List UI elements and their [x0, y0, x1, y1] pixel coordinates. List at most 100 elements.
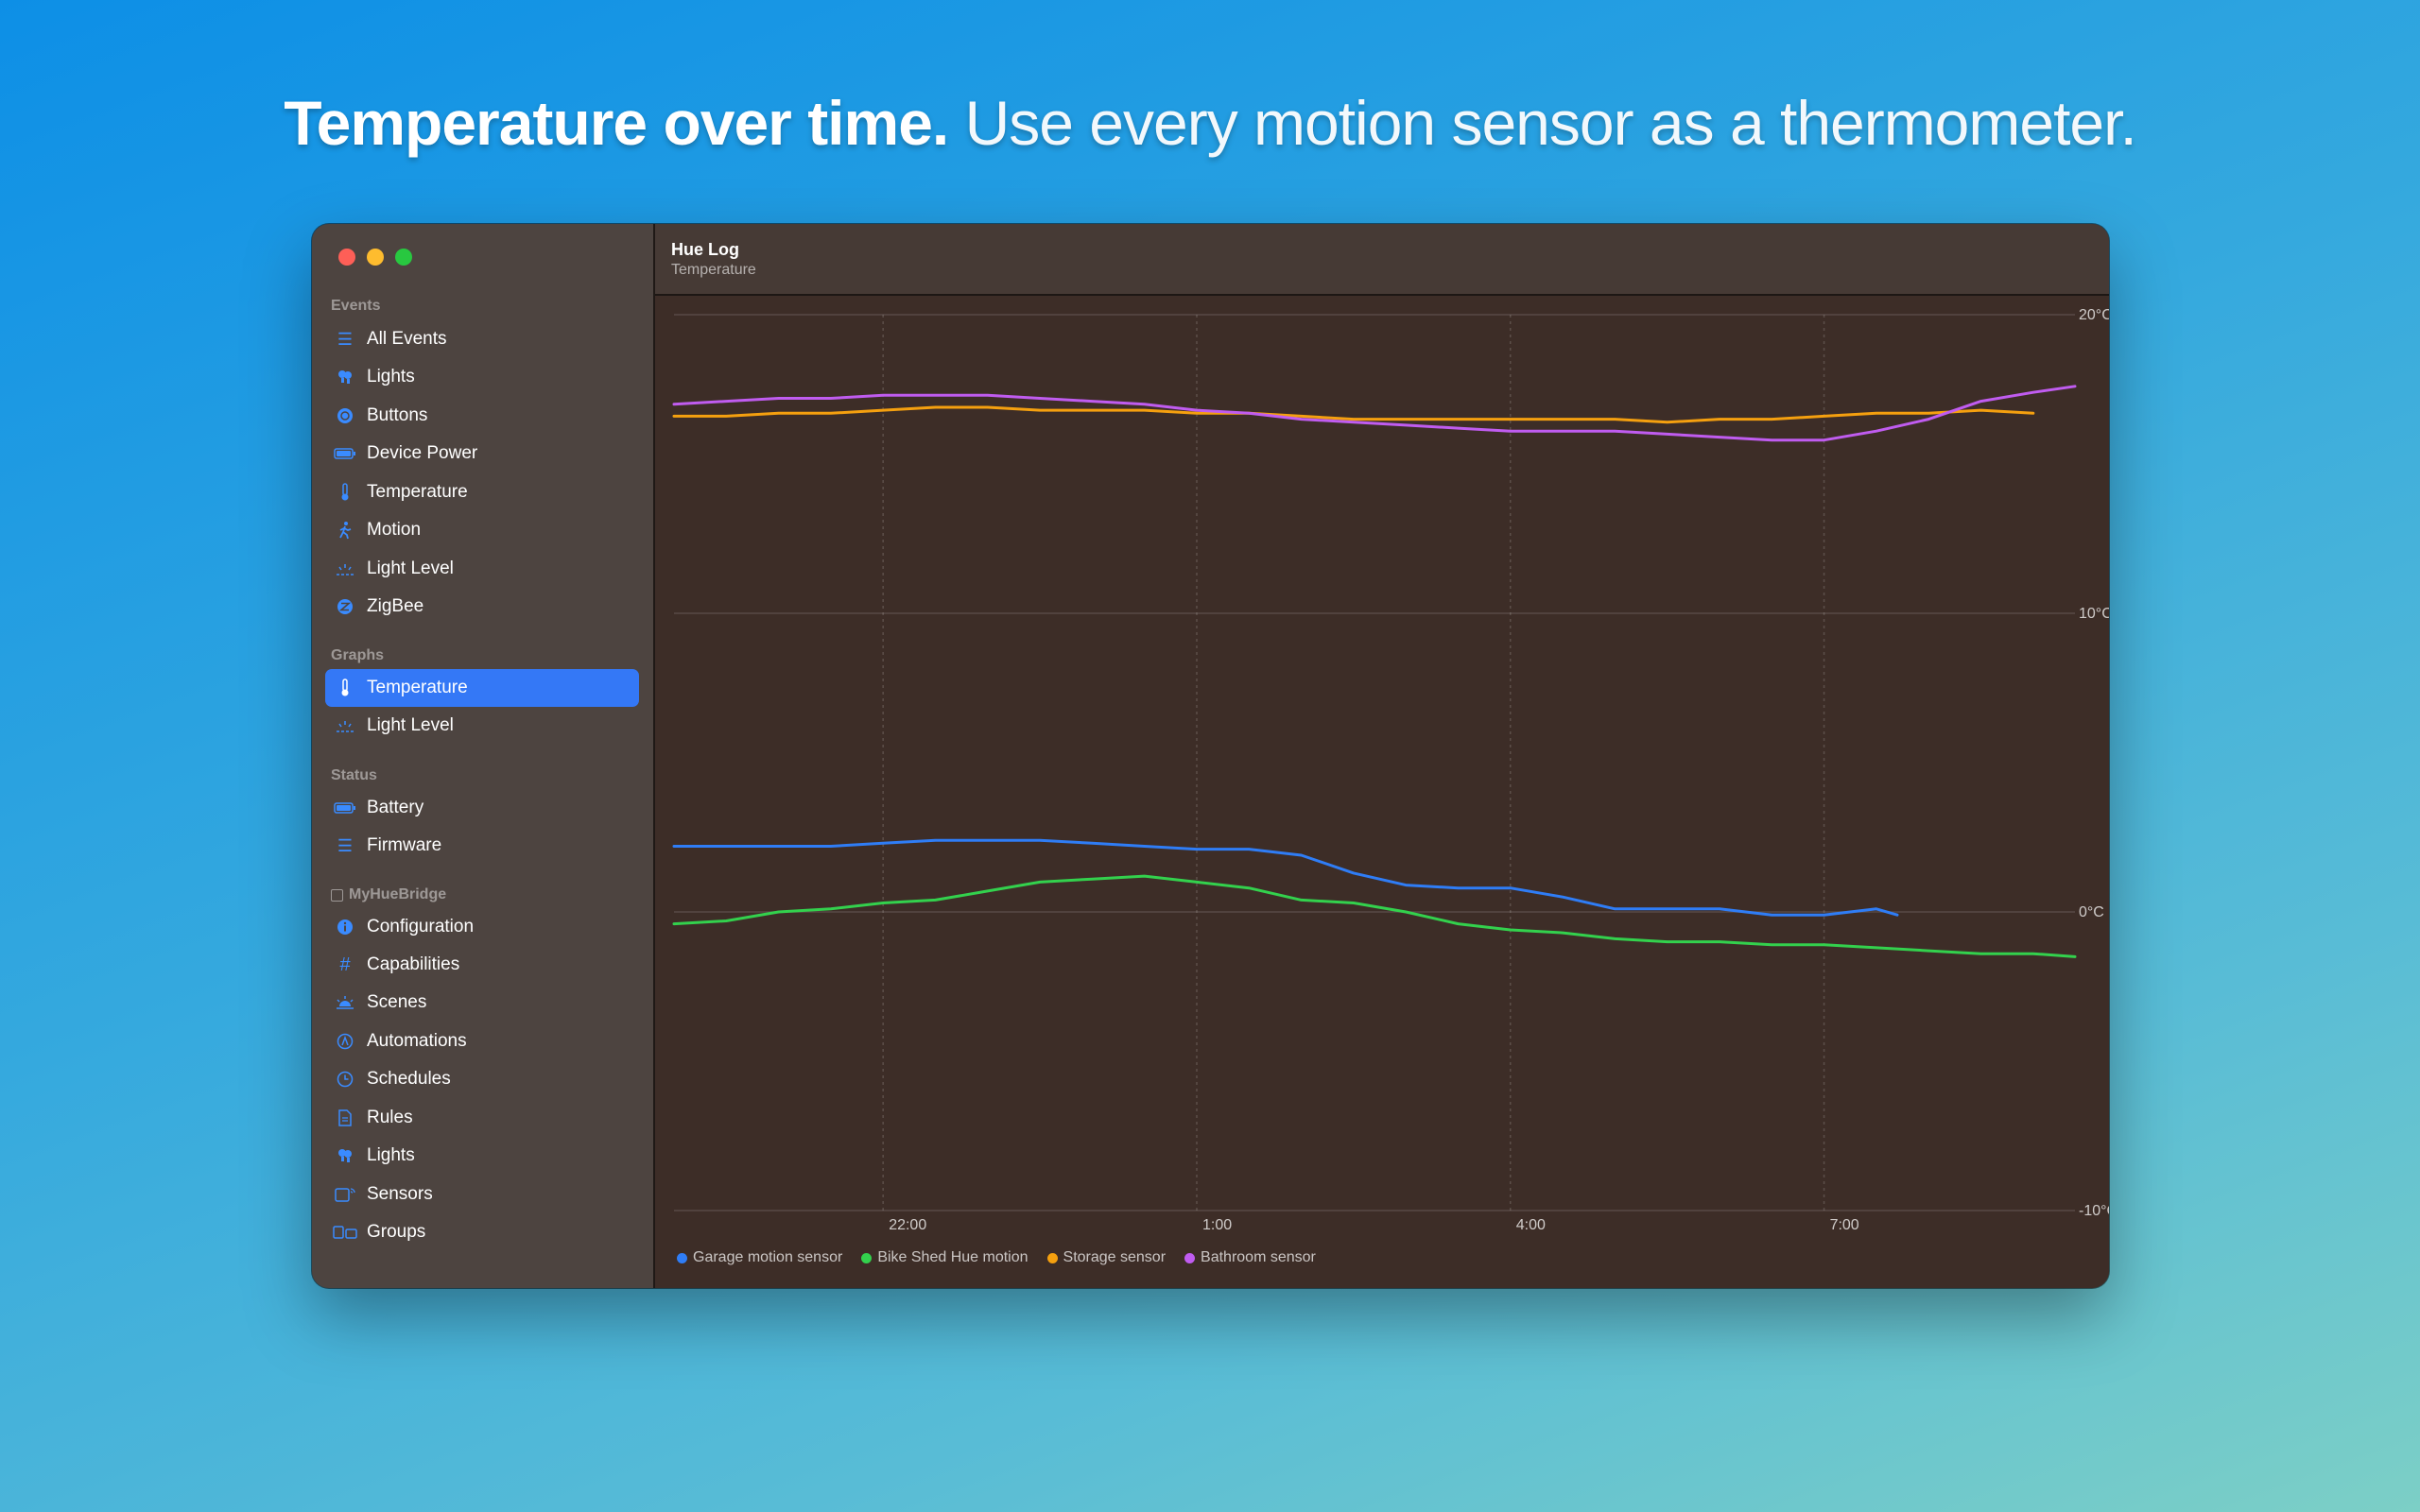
sensor-icon [333, 1186, 357, 1203]
sidebar-item-light-level[interactable]: Light Level [325, 550, 639, 588]
sidebar-item-label: Temperature [367, 482, 468, 502]
sidebar-item-automations[interactable]: Automations [325, 1022, 639, 1060]
sidebar-item-label: All Events [367, 329, 447, 349]
sidebar-item-label: Schedules [367, 1069, 451, 1089]
lightbulbs-icon [333, 369, 357, 386]
light-level-icon [333, 718, 357, 733]
sidebar-item-label: Lights [367, 1145, 415, 1165]
list-icon: ☰ [337, 329, 354, 349]
legend-dot-icon [861, 1252, 873, 1263]
sidebar-item-graph-light-level[interactable]: Light Level [325, 707, 639, 745]
zigbee-icon [333, 598, 357, 615]
list-icon: ☰ [337, 835, 354, 855]
legend-label: Bathroom sensor [1201, 1249, 1316, 1265]
sidebar-item-label: Scenes [367, 992, 427, 1012]
sidebar-item-device-power[interactable]: Device Power [325, 435, 639, 472]
window-title: Hue Log [671, 240, 739, 259]
sidebar-item-label: Groups [367, 1222, 426, 1242]
clock-icon [333, 1071, 357, 1088]
series-line-1[interactable] [672, 874, 2077, 958]
automation-icon [333, 1033, 357, 1050]
section-status-header: Status [331, 767, 377, 783]
groups-icon [333, 1225, 357, 1240]
main-content: Hue Log Temperature 20°C 10°C 0°C -10°C 22:0… [655, 224, 2109, 1288]
sidebar-item-groups[interactable]: Groups [325, 1213, 639, 1251]
y-tick-label: 0°C [2079, 904, 2104, 920]
sidebar-item-buttons[interactable]: Buttons [325, 397, 639, 435]
sidebar-item-configuration[interactable]: Configuration [325, 908, 639, 946]
legend-entry: Storage sensor [1046, 1249, 1167, 1266]
sidebar: Events ☰ All Events Lights Buttons Devic… [312, 224, 655, 1288]
sidebar-item-zigbee[interactable]: ZigBee [325, 588, 639, 626]
headline: Temperature over time. Use every motion … [0, 87, 2420, 159]
x-tick-label: 7:00 [1830, 1217, 1859, 1233]
sidebar-item-motion[interactable]: Motion [325, 511, 639, 549]
x-tick-label: 22:00 [889, 1217, 926, 1233]
sidebar-item-label: Buttons [367, 405, 428, 425]
thermometer-icon [333, 679, 357, 697]
sidebar-item-battery[interactable]: Battery [325, 789, 639, 827]
legend-entry: Garage motion sensor [677, 1249, 842, 1266]
legend-entry: Bathroom sensor [1184, 1249, 1316, 1266]
sidebar-item-label: Firmware [367, 835, 442, 855]
legend-label: Bike Shed Hue motion [877, 1249, 1028, 1265]
sidebar-item-capabilities[interactable]: # Capabilities [325, 946, 639, 984]
series-line-0[interactable] [672, 838, 1899, 917]
sidebar-item-schedules[interactable]: Schedules [325, 1060, 639, 1098]
temperature-chart[interactable]: 20°C 10°C 0°C -10°C 22:00 1:00 4:00 7:00 [655, 296, 2109, 1241]
sidebar-item-firmware[interactable]: ☰ Firmware [325, 827, 639, 865]
zoom-button[interactable] [395, 249, 412, 266]
sidebar-item-graph-temperature[interactable]: Temperature [325, 669, 639, 707]
section-bridge-header: MyHueBridge [331, 886, 446, 903]
sidebar-item-label: Light Level [367, 715, 454, 735]
section-events-header: Events [331, 298, 381, 314]
sidebar-item-lights[interactable]: Lights [325, 358, 639, 396]
y-tick-label: 10°C [2079, 606, 2109, 622]
light-level-icon [333, 561, 357, 576]
document-icon [333, 1109, 357, 1126]
battery-icon [333, 447, 357, 460]
sidebar-item-rules[interactable]: Rules [325, 1099, 639, 1137]
y-tick-label: -10°C [2079, 1203, 2109, 1219]
sidebar-item-bridge-lights[interactable]: Lights [325, 1137, 639, 1175]
legend-entry: Bike Shed Hue motion [861, 1249, 1028, 1266]
headline-light: Use every motion sensor as a thermometer… [964, 88, 2137, 158]
legend-dot-icon [1046, 1252, 1058, 1263]
sidebar-item-label: Configuration [367, 917, 475, 936]
sidebar-item-all-events[interactable]: ☰ All Events [325, 320, 639, 358]
chart-series [672, 385, 2077, 958]
legend-dot-icon [1184, 1252, 1196, 1263]
section-bridge-label: MyHueBridge [349, 886, 447, 902]
series-line-3[interactable] [672, 385, 2077, 442]
sidebar-item-label: Sensors [367, 1184, 433, 1204]
sidebar-item-label: Lights [367, 367, 415, 387]
x-tick-label: 1:00 [1202, 1217, 1232, 1233]
section-graphs-header: Graphs [331, 647, 385, 663]
window-subtitle: Temperature [671, 262, 756, 278]
hash-icon: # [339, 954, 351, 975]
sidebar-item-label: Light Level [367, 558, 454, 578]
window-controls [338, 249, 412, 266]
sidebar-item-label: Motion [367, 520, 422, 540]
sidebar-item-temperature[interactable]: Temperature [325, 473, 639, 511]
button-circle-icon [333, 407, 357, 424]
x-tick-label: 4:00 [1516, 1217, 1546, 1233]
sidebar-item-scenes[interactable]: Scenes [325, 984, 639, 1022]
chart-legend: Garage motion sensor Bike Shed Hue motion… [677, 1249, 1316, 1266]
bridge-icon [331, 888, 343, 902]
chart-axis-labels: 20°C 10°C 0°C -10°C 22:00 1:00 4:00 7:00 [889, 307, 2109, 1233]
sidebar-item-label: ZigBee [367, 596, 424, 616]
y-tick-label: 20°C [2079, 307, 2109, 323]
sidebar-item-label: Rules [367, 1108, 413, 1127]
legend-label: Storage sensor [1063, 1249, 1167, 1265]
series-line-2[interactable] [672, 405, 2035, 424]
app-window: Events ☰ All Events Lights Buttons Devic… [312, 224, 2109, 1288]
sidebar-item-label: Temperature [367, 678, 468, 697]
sunrise-icon [333, 995, 357, 1010]
sidebar-item-label: Battery [367, 798, 424, 817]
minimize-button[interactable] [367, 249, 384, 266]
battery-icon [333, 801, 357, 815]
toolbar: Hue Log Temperature [655, 224, 2109, 296]
sidebar-item-sensors[interactable]: Sensors [325, 1176, 639, 1213]
close-button[interactable] [338, 249, 355, 266]
